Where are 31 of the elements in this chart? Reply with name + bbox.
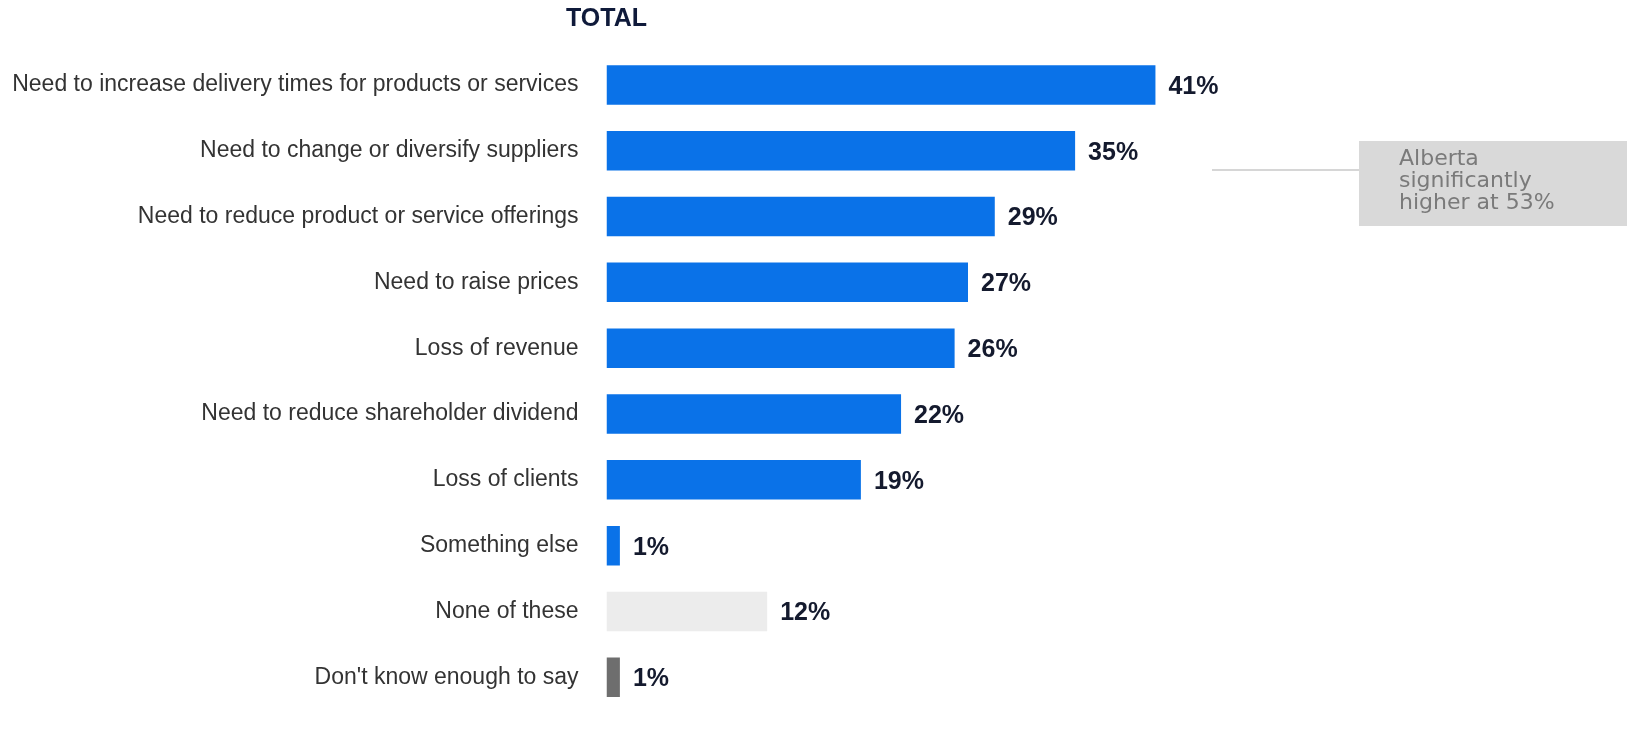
y-tick-label: Something else [419,530,579,557]
text: Alberta significantly higher at 53% [1399,145,1555,214]
chart-title: TOTAL [565,2,648,31]
y-tick-label: Need to increase delivery times for products or services [12,70,579,97]
bar [606,525,620,566]
y-tick-label: Need to reduce shareholder dividend [201,399,579,426]
bar [606,460,861,500]
bar [606,196,995,237]
bar [606,130,1076,171]
y-tick-label: Loss of clients [432,465,579,492]
y-tick-label: Need to raise prices [373,267,579,294]
data-label: 29% [1007,202,1058,231]
data-label: 1% [632,531,670,560]
bar [606,394,902,434]
data-label: 27% [981,268,1032,297]
data-label: 1% [632,663,670,692]
bar [606,657,620,698]
y-tick-label: Loss of revenue [414,333,579,360]
data-label: 22% [914,399,965,428]
y-tick-label: None of these [435,596,579,623]
data-label: 35% [1088,136,1139,165]
y-tick-label: Need to change or diversify suppliers [200,136,579,163]
data-label: 19% [873,465,924,494]
y-tick-label: Don't know enough to say [314,662,579,689]
bar [606,262,968,303]
bar [606,65,1156,105]
y-tick-label: Need to reduce product or service offerings [137,201,579,228]
data-label: 26% [967,334,1018,363]
data-label: 41% [1168,70,1219,99]
data-label: 12% [780,597,831,626]
bar [606,328,955,368]
